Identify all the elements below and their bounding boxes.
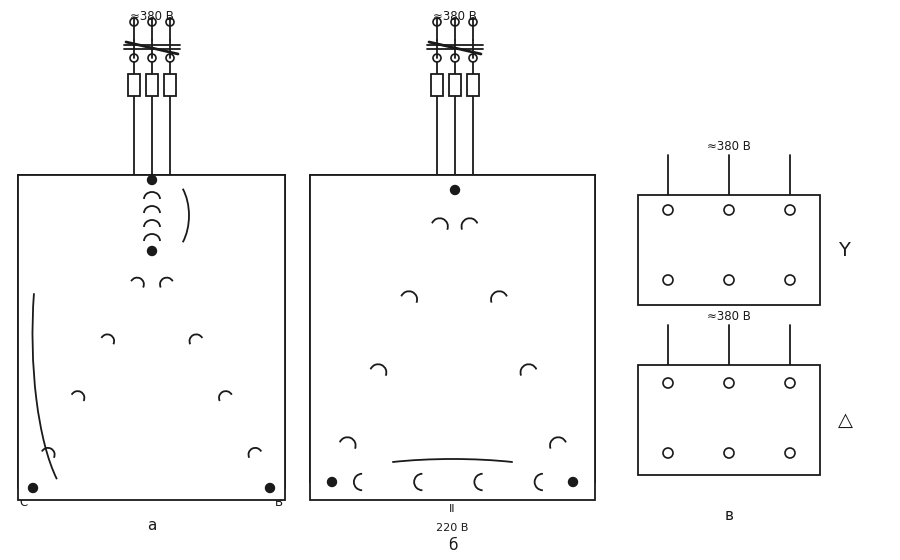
Text: K: K	[545, 384, 552, 394]
Text: 380 В: 380 В	[30, 309, 62, 319]
Text: I: I	[550, 331, 553, 341]
Bar	[638, 195, 820, 305]
Text: C6: C6	[428, 204, 440, 214]
Bar	[310, 175, 595, 500]
Text: A: A	[132, 178, 140, 191]
Text: в: в	[724, 507, 733, 522]
Bar	[638, 365, 820, 475]
Text: 220 В: 220 В	[436, 523, 469, 533]
Bar	[431, 74, 443, 96]
Circle shape	[451, 185, 460, 194]
Text: A: A	[435, 174, 443, 187]
Text: III: III	[73, 375, 83, 385]
Text: 5: 5	[787, 467, 794, 477]
Text: 3: 3	[797, 378, 804, 388]
Text: H: H	[405, 284, 412, 294]
Text: II: II	[449, 504, 455, 514]
Text: 0: 0	[137, 239, 144, 249]
Text: K: K	[427, 271, 433, 281]
Text: 4: 4	[725, 297, 733, 307]
Text: б: б	[448, 538, 457, 553]
Text: C: C	[316, 490, 324, 503]
Text: B: B	[581, 490, 590, 503]
Text: 3: 3	[797, 205, 804, 215]
Text: ≈380 В: ≈380 В	[130, 10, 174, 23]
Text: C2: C2	[157, 255, 170, 265]
Text: C: C	[20, 496, 28, 509]
Circle shape	[569, 478, 578, 487]
Text: C6: C6	[51, 460, 64, 470]
Text: а: а	[147, 517, 157, 533]
Text: Y: Y	[838, 240, 850, 259]
Text: C4: C4	[578, 457, 591, 467]
Text: 2: 2	[736, 205, 743, 215]
Circle shape	[148, 246, 157, 255]
Text: 6: 6	[664, 297, 671, 307]
Text: C3: C3	[131, 255, 144, 265]
Text: I: I	[135, 215, 138, 225]
Text: 6: 6	[664, 467, 671, 477]
Text: ≈380 В: ≈380 В	[707, 140, 751, 153]
Text: △: △	[838, 410, 853, 430]
Text: C2: C2	[538, 469, 551, 479]
Bar	[164, 74, 176, 96]
Text: 5: 5	[787, 297, 794, 307]
Circle shape	[266, 483, 274, 492]
Text: C4: C4	[157, 188, 170, 198]
Text: C4: C4	[554, 402, 567, 412]
Text: 2: 2	[736, 378, 743, 388]
Text: C1: C1	[458, 204, 471, 214]
Text: K: K	[413, 490, 419, 500]
Circle shape	[328, 478, 337, 487]
Bar	[146, 74, 158, 96]
Text: ≈380 В: ≈380 В	[433, 10, 477, 23]
Text: ≈380 В: ≈380 В	[707, 310, 751, 323]
Text: C5: C5	[241, 460, 255, 470]
Bar	[128, 74, 140, 96]
Text: C3: C3	[314, 457, 327, 467]
Circle shape	[148, 175, 157, 184]
Text: 220 В: 220 В	[197, 211, 230, 221]
Text: II: II	[226, 375, 232, 385]
Text: C1: C1	[157, 239, 170, 249]
Text: H: H	[485, 490, 492, 500]
Text: 4: 4	[725, 467, 733, 477]
Bar	[467, 74, 479, 96]
Text: B: B	[275, 496, 284, 509]
Circle shape	[29, 483, 38, 492]
Text: 1: 1	[675, 205, 682, 215]
Text: C5: C5	[354, 469, 367, 479]
Bar	[18, 175, 285, 500]
Text: III: III	[380, 331, 390, 341]
Text: 1: 1	[675, 378, 682, 388]
Bar	[449, 74, 461, 96]
